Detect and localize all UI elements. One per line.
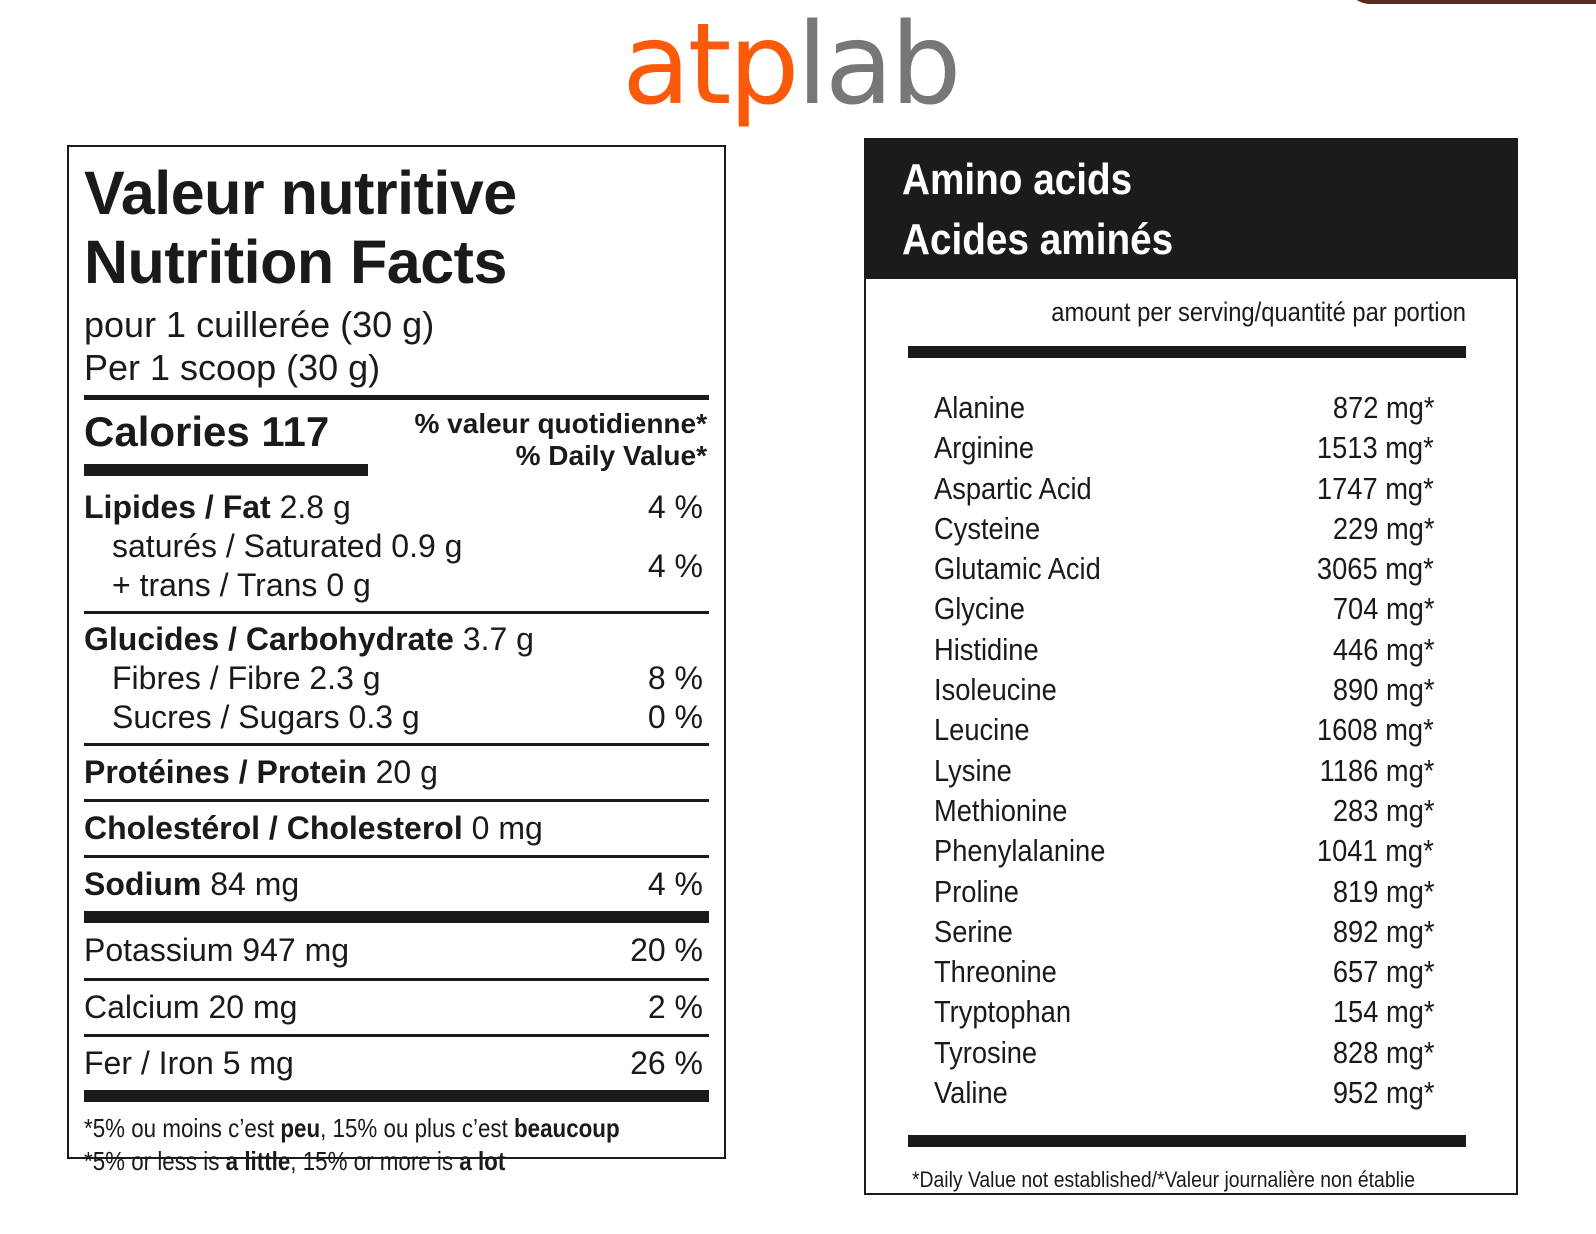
divider [84,855,709,858]
saturated-trans-dv: 4 % [647,547,703,584]
cholesterol-amount: 0 mg [462,810,543,846]
potassium-dv: 20 % [630,932,703,968]
protein-label: Protéines / Protein [84,754,367,790]
saturated-trans-group: saturés / Saturated 0.9 g + trans / Tran… [84,527,709,605]
cholesterol-label: Cholestérol / Cholesterol [84,810,463,846]
list-item: Valine 952 mg* [934,1075,1434,1111]
sodium-dv: 4 % [647,866,703,902]
fibre-row: Fibres / Fibre 2.3 g 8 % [84,659,709,698]
cholesterol-row: Cholestérol / Cholesterol 0 mg [84,809,709,848]
list-item: Lysine 1186 mg* [934,752,1434,788]
logo-lab: lab [796,0,962,130]
dv-header-fr: % valeur quotidienne* [414,408,708,439]
footnote-fr: *5% ou moins c’est peu, 15% ou plus c’es… [84,1113,620,1143]
list-item: Isoleucine 890 mg* [934,672,1434,708]
amino-title-en: Amino acids [902,155,1133,204]
fat-row: Lipides / Fat 2.8 g 4 % [84,488,709,527]
carbohydrate-label: Glucides / Carbohydrate [84,621,454,657]
sugars-dv: 0 % [647,699,703,735]
list-item: Glutamic Acid 3065 mg* [934,551,1434,587]
divider [84,1034,709,1037]
list-item: Glycine 704 mg* [934,591,1434,627]
sodium-amount: 84 mg [201,866,300,902]
list-item: Serine 892 mg* [934,913,1434,949]
fat-amount: 2.8 g [270,489,351,525]
calories-row: Calories 117 % valeur quotidienne* % Dai… [84,400,709,478]
carbohydrate-amount: 3.7 g [453,621,534,657]
amino-footnote: *Daily Value not established/*Valeur jou… [912,1167,1415,1193]
calories-label: Calories 117 [84,408,330,455]
iron-label: Fer / Iron 5 mg [84,1045,294,1081]
logo-atp: atp [622,0,800,130]
sodium-label: Sodium [84,866,202,902]
divider-thick [84,1090,709,1102]
list-item: Threonine 657 mg* [934,954,1434,990]
trans-label: + trans / Trans 0 g [112,567,371,603]
list-item: Leucine 1608 mg* [934,712,1434,748]
dv-header-en: % Daily Value* [515,440,707,471]
sugars-row: Sucres / Sugars 0.3 g 0 % [84,698,709,737]
amino-title-fr: Acides aminés [902,215,1174,264]
daily-value-header: % valeur quotidienne* % Daily Value* [415,408,708,472]
fibre-label: Fibres / Fibre 2.3 g [112,660,381,696]
divider [84,978,709,981]
sodium-row: Sodium 84 mg 4 % [84,865,709,904]
list-item: Tyrosine 828 mg* [934,1034,1434,1070]
decorative-corner-shape [1346,0,1596,4]
atplab-logo: atplab [622,0,962,130]
divider [84,799,709,802]
amount-per-serving-label: amount per serving/quantité par portion [1051,297,1466,327]
divider-thick [84,911,709,923]
daily-value-footnote: *5% ou moins c’est peu, 15% ou plus c’es… [84,1112,622,1178]
divider [84,611,709,614]
list-item: Histidine 446 mg* [934,631,1434,667]
fibre-dv: 8 % [647,660,703,696]
list-item: Proline 819 mg* [934,873,1434,909]
serving-size-en: Per 1 scoop (30 g) [84,347,381,388]
calcium-dv: 2 % [647,989,703,1025]
list-item: Arginine 1513 mg* [934,430,1434,466]
list-item: Cysteine 229 mg* [934,510,1434,546]
carbohydrate-row: Glucides / Carbohydrate 3.7 g [84,620,709,659]
calcium-row: Calcium 20 mg 2 % [84,988,709,1027]
list-item: Aspartic Acid 1747 mg* [934,470,1434,506]
divider-thick [908,1135,1466,1148]
divider [84,743,709,746]
potassium-row: Potassium 947 mg 20 % [84,931,709,970]
protein-row: Protéines / Protein 20 g [84,753,709,792]
amino-acid-list: Alanine 872 mg* Arginine 1513 mg* Aspartic… [934,388,1434,1113]
nutrition-title-en: Nutrition Facts [84,228,507,296]
amino-acids-header: Amino acids Acides aminés [866,140,1516,279]
divider [84,395,709,400]
potassium-label: Potassium 947 mg [84,932,350,968]
nutrition-title-fr: Valeur nutritive [84,159,517,227]
protein-amount: 20 g [366,754,438,790]
amino-acids-panel: Amino acids Acides aminés amount per ser… [864,138,1518,1195]
calories-bar [84,464,368,476]
fat-label: Lipides / Fat [84,489,271,525]
calcium-label: Calcium 20 mg [84,989,298,1025]
fat-dv: 4 % [647,489,703,525]
nutrition-facts-panel: Valeur nutritive Nutrition Facts pour 1 … [67,145,726,1176]
list-item: Methionine 283 mg* [934,792,1434,828]
sugars-label: Sucres / Sugars 0.3 g [112,699,420,735]
list-item: Alanine 872 mg* [934,390,1434,425]
saturated-label: saturés / Saturated 0.9 g [112,528,463,564]
serving-size-fr: pour 1 cuillerée (30 g) [84,304,435,345]
list-item: Tryptophan 154 mg* [934,994,1434,1030]
footnote-en: *5% or less is a little, 15% or more is … [84,1146,506,1176]
list-item: Phenylalanine 1041 mg* [934,833,1434,869]
divider-thick [908,346,1466,358]
iron-row: Fer / Iron 5 mg 26 % [84,1044,709,1083]
iron-dv: 26 % [630,1045,703,1081]
